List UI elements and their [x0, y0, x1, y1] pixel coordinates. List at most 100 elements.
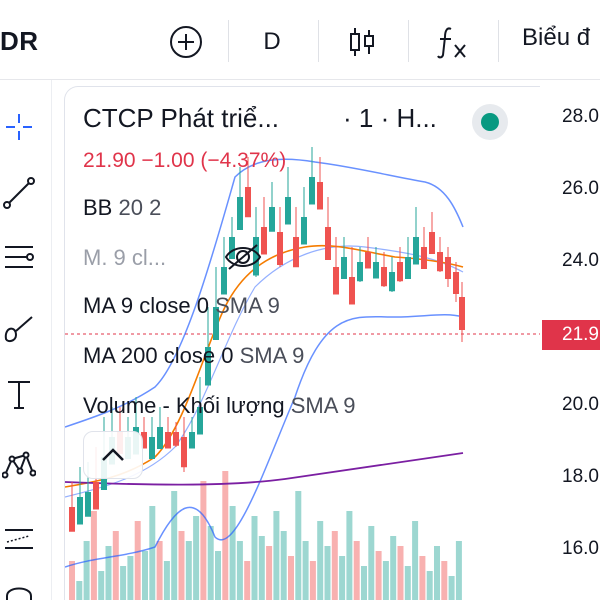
- volume-bar: [90, 511, 97, 600]
- price-axis[interactable]: 28.0 26.0 24.0 20.0 18.0 16.0 21.9: [540, 86, 600, 600]
- volume-bar: [404, 566, 411, 600]
- magnet-icon: [6, 587, 32, 600]
- candle-body: [269, 207, 275, 232]
- indicator-params: SMA 9: [215, 293, 280, 318]
- candle-body: [285, 197, 291, 225]
- chart-menu-button[interactable]: Biểu đ: [522, 24, 591, 51]
- candle-body: [197, 407, 203, 435]
- volume-bar: [455, 541, 462, 600]
- candle-body: [389, 272, 395, 292]
- volume-bar: [331, 531, 338, 600]
- volume-bar: [207, 526, 214, 600]
- legend-volume[interactable]: Volume - Khối lượng SMA 9: [83, 393, 356, 419]
- pattern-icon: [2, 451, 36, 479]
- last-price: 21.90: [83, 149, 136, 172]
- volume-bar: [98, 571, 105, 600]
- candle-body: [429, 232, 435, 254]
- candle-body: [459, 297, 465, 330]
- volume-bar: [448, 576, 455, 600]
- volume-bar: [134, 521, 141, 600]
- candle-body: [341, 257, 347, 279]
- pattern-tool[interactable]: [0, 440, 38, 490]
- indicators-button[interactable]: [430, 20, 474, 64]
- legend-interval: · 1 · H...: [343, 103, 437, 133]
- candle-body: [85, 492, 91, 517]
- bb-basis-line: [65, 245, 464, 498]
- candle-body: [381, 267, 387, 287]
- indicator-name: BB: [83, 195, 113, 220]
- separator: [318, 20, 319, 62]
- candle-body: [325, 227, 331, 260]
- candle-body: [205, 347, 211, 386]
- symbol-label[interactable]: DR: [0, 26, 39, 56]
- hidden-eye-icon[interactable]: [223, 241, 263, 278]
- volume-bar: [273, 511, 280, 600]
- volume-bar: [280, 531, 287, 600]
- last-price-tag: 21.9: [542, 320, 600, 350]
- candle-body: [309, 177, 315, 205]
- separator: [228, 20, 229, 62]
- volume-bar: [412, 521, 419, 600]
- market-status-dot[interactable]: [472, 104, 508, 140]
- forecast-tool[interactable]: [0, 512, 38, 562]
- text-tool[interactable]: [0, 370, 38, 420]
- candle-body: [189, 432, 195, 449]
- top-toolbar: DR D Biểu đ: [0, 0, 600, 80]
- chart-type-button[interactable]: [340, 20, 384, 64]
- price-change: −1.00: [141, 149, 195, 172]
- candle-body: [277, 232, 283, 265]
- symbol-description: CTCP Phát triể...: [83, 103, 280, 133]
- collapse-legend-button[interactable]: [83, 431, 143, 479]
- legend-bb[interactable]: BB 20 2: [83, 195, 161, 221]
- volume-bar: [251, 516, 258, 600]
- legend-title[interactable]: CTCP Phát triể... · 1 · H...: [83, 103, 437, 134]
- axis-tick: 24.0: [562, 250, 599, 271]
- trend-line-icon: [3, 177, 35, 209]
- volume-bar: [215, 551, 221, 600]
- volume-bar: [258, 536, 265, 600]
- volume-bar: [142, 551, 148, 600]
- volume-bar: [339, 556, 346, 600]
- volume-bar: [127, 556, 134, 600]
- legend-ma200[interactable]: MA 200 close 0 SMA 9: [83, 343, 304, 369]
- candle-body: [149, 437, 155, 459]
- volume-bar: [236, 541, 243, 600]
- volume-bar: [434, 546, 440, 600]
- more-tools[interactable]: [0, 570, 38, 600]
- volume-bar: [156, 541, 163, 600]
- ma200-line: [65, 452, 464, 486]
- volume-bar: [171, 491, 178, 600]
- bb-lower-line: [65, 314, 464, 568]
- volume-bar: [266, 546, 273, 600]
- legend-hidden-ma[interactable]: M. 9 cl...: [83, 245, 166, 271]
- candle-body: [317, 182, 323, 210]
- candle-body: [141, 432, 147, 449]
- live-indicator-icon: [481, 113, 499, 131]
- candle-body: [253, 237, 259, 276]
- candle-body: [261, 227, 267, 255]
- fib-tool[interactable]: [0, 232, 38, 282]
- separator: [408, 20, 409, 62]
- candle-body: [397, 262, 403, 282]
- add-symbol-button[interactable]: [164, 20, 208, 64]
- candle-body: [405, 257, 411, 279]
- candle-body: [173, 432, 179, 446]
- chart-pane[interactable]: CTCP Phát triể... · 1 · H... 21.90 −1.00…: [64, 86, 540, 600]
- crosshair-tool[interactable]: [0, 102, 38, 152]
- candle-body: [301, 217, 307, 245]
- crosshair-icon: [6, 114, 32, 140]
- candle-body: [77, 497, 83, 525]
- brush-tool[interactable]: [0, 304, 38, 354]
- volume-bar: [397, 546, 404, 600]
- indicator-name: M. 9 cl...: [83, 245, 167, 270]
- indicator-name: MA 9 close 0: [83, 293, 209, 318]
- volume-bar: [346, 511, 353, 600]
- legend-ma9[interactable]: MA 9 close 0 SMA 9: [83, 293, 280, 319]
- volume-bar: [317, 521, 324, 600]
- indicator-params: SMA 9: [290, 393, 356, 418]
- trend-line-tool[interactable]: [0, 168, 38, 218]
- interval-button[interactable]: D: [250, 20, 294, 64]
- axis-tick: 20.0: [562, 394, 599, 415]
- price-chart[interactable]: [65, 87, 540, 600]
- volume-bar: [222, 471, 229, 600]
